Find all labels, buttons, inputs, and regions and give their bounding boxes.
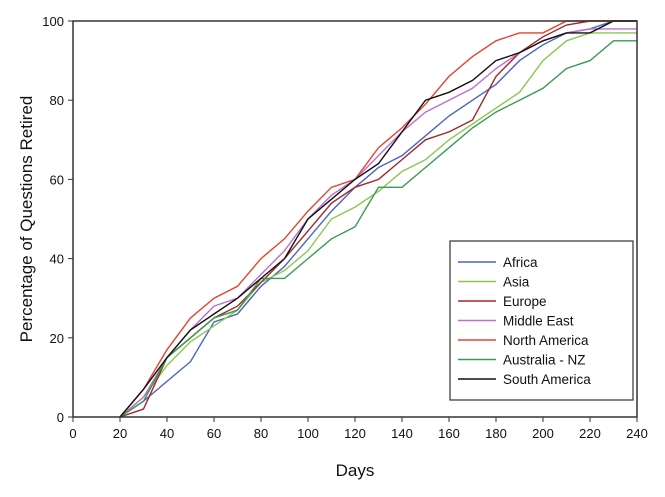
x-tick-label: 20 — [113, 426, 127, 441]
series-layer — [119, 20, 637, 418]
x-tick-label: 60 — [207, 426, 221, 441]
series-line-north-america — [119, 20, 637, 418]
series-line-asia — [119, 32, 637, 418]
x-tick-label: 220 — [579, 426, 601, 441]
x-tick-label: 80 — [254, 426, 268, 441]
series-line-africa — [119, 20, 637, 418]
x-tick-label: 160 — [438, 426, 460, 441]
y-tick-label: 20 — [50, 331, 64, 346]
legend-label: North America — [503, 333, 589, 348]
x-tick-label: 140 — [391, 426, 413, 441]
y-tick-label: 0 — [57, 410, 64, 425]
legend-label: South America — [503, 372, 591, 387]
axis-ticks: 0 20 40 60 80 100 120 140 160 180 200 220 240 0 20 40 60… — [42, 14, 648, 441]
legend-label: Europe — [503, 294, 547, 309]
x-tick-label: 100 — [297, 426, 319, 441]
y-tick-label: 100 — [42, 14, 64, 29]
legend-label: Asia — [503, 275, 530, 290]
x-tick-label: 200 — [532, 426, 554, 441]
series-line-south-america — [119, 20, 637, 418]
x-axis-label: Days — [336, 461, 375, 480]
x-tick-label: 40 — [160, 426, 174, 441]
y-tick-label: 40 — [50, 252, 64, 267]
legend-label: Africa — [503, 255, 538, 270]
y-axis-label: Percentage of Questions Retired — [17, 96, 36, 343]
legend-label: Middle East — [503, 314, 574, 329]
legend: Africa Asia Europe Middle East North America… — [449, 240, 634, 401]
y-tick-label: 80 — [50, 93, 64, 108]
legend-label: Australia - NZ — [503, 353, 586, 368]
x-tick-label: 120 — [344, 426, 366, 441]
x-tick-label: 180 — [485, 426, 507, 441]
x-tick-label: 0 — [69, 426, 76, 441]
y-tick-label: 60 — [50, 172, 64, 187]
series-line-australia-nz — [119, 40, 637, 418]
x-tick-label: 240 — [626, 426, 648, 441]
